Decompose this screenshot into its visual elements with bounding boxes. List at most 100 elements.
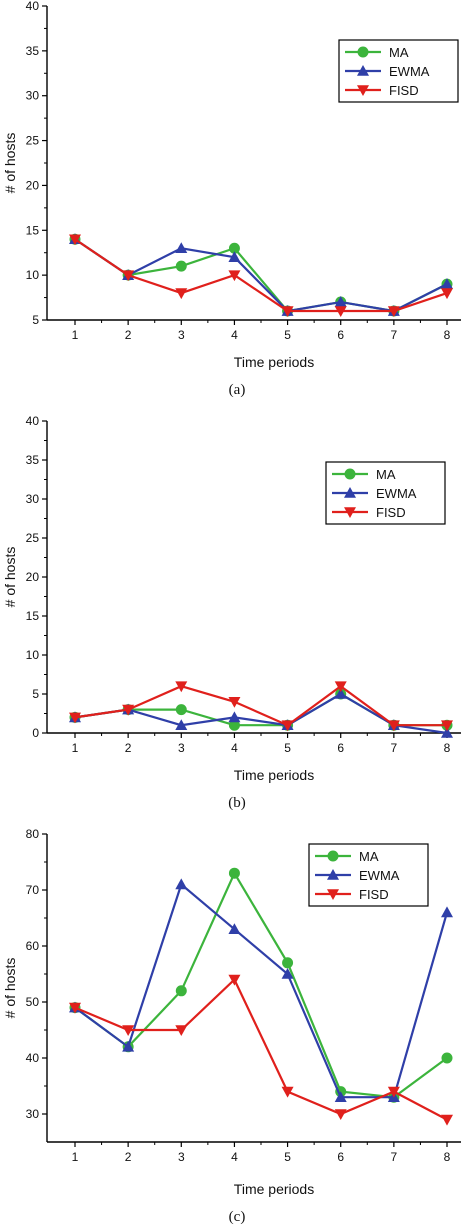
data-point [228,867,240,879]
y-tick-label: 40 [26,1051,40,1065]
series-line [74,238,448,313]
y-tick-label: 15 [26,223,40,237]
y-tick-label: 40 [26,414,40,428]
y-axis-title: # of hosts [2,958,18,1019]
y-tick-label: 30 [26,89,40,103]
y-tick-label: 20 [26,178,40,192]
x-tick-label: 6 [337,741,344,755]
chart-panel-1: 5 10 15 20 25 30 35 40 1 2 3 4 5 6 7 8 Time periods # of … [2,0,461,398]
data-point [175,878,188,890]
data-point [441,1052,453,1064]
y-tick-label: 40 [26,0,40,13]
data-point [175,704,187,716]
data-point [387,1086,400,1098]
x-tick-label: 8 [444,328,451,342]
x-tick-label: 5 [284,328,291,342]
x-tick-label: 3 [178,328,185,342]
data-point [281,1086,294,1098]
x-tick-label: 4 [231,1150,238,1164]
x-tick-label: 3 [178,741,185,755]
data-point [334,1109,347,1120]
legend-marker [344,468,356,480]
y-tick-label: 0 [32,726,39,740]
y-tick-label: 5 [32,687,39,701]
data-point [441,720,453,732]
series-fisd [69,681,453,732]
y-axis-title: # of hosts [2,133,18,194]
y-tick-label: 35 [26,453,40,467]
series-line [74,684,447,727]
legend: MA EWMA FISD [308,843,429,907]
legend-label: EWMA [389,64,430,79]
x-tick-label: 2 [125,328,132,342]
data-point [441,727,453,738]
legend-marker [344,487,356,498]
data-point [281,968,294,979]
data-point [334,296,347,307]
x-tick-label: 1 [72,328,79,342]
x-tick-label: 8 [444,741,451,755]
data-point [228,270,241,282]
chart-panel-3: 30 40 50 60 70 80 1 2 3 4 5 6 7 8 Time periods # of hos… [2,827,461,1225]
y-tick-label: 35 [26,44,40,58]
x-tick-label: 7 [391,1150,398,1164]
y-tick-label: 50 [26,995,40,1009]
x-tick-label: 6 [337,328,344,342]
x-tick-label: 7 [391,741,398,755]
series-ewma [69,878,453,1102]
y-tick-label: 30 [26,492,40,506]
x-tick-label: 2 [125,1150,132,1164]
data-point [175,1025,188,1036]
data-point [334,306,347,318]
data-point [175,260,187,272]
data-point [175,242,188,254]
series-line [74,238,448,313]
legend-marker [357,65,369,76]
y-axis-title: # of hosts [2,547,18,608]
y-tick-label: 70 [26,883,40,897]
y-tick-label: 60 [26,939,40,953]
legend-marker [357,46,369,58]
series-line [74,977,448,1121]
legend-marker [357,85,369,96]
legend-label: FISD [359,887,389,902]
legend-marker [344,507,356,518]
data-point [122,1040,135,1052]
data-point [282,957,294,969]
y-tick-label: 25 [26,134,40,148]
x-axis-title: Time periods [234,354,314,370]
data-point [122,1025,135,1036]
data-point [228,974,241,986]
x-tick-label: 6 [337,1150,344,1164]
x-axis-title: Time periods [234,767,314,783]
data-point [228,711,241,723]
data-point [175,985,187,997]
series-line [74,882,449,1099]
data-point [387,306,400,318]
x-tick-label: 3 [178,1150,185,1164]
data-point [228,697,241,708]
y-tick-label: 15 [26,609,40,623]
y-tick-label: 30 [26,1107,40,1121]
y-tick-label: 80 [26,827,40,841]
legend: MA EWMA FISD [338,39,459,103]
x-tick-label: 1 [72,1150,79,1164]
x-tick-label: 4 [231,741,238,755]
data-point [175,719,188,730]
legend-label: FISD [376,505,406,520]
data-point [281,306,294,318]
panel-caption: (c) [229,1209,246,1225]
data-point [334,681,347,693]
x-tick-label: 5 [284,741,291,755]
x-tick-label: 7 [391,328,398,342]
legend-label: EWMA [376,486,417,501]
series-line [74,870,448,1099]
y-tick-label: 10 [26,648,40,662]
series-fisd [69,234,453,318]
legend-label: EWMA [359,868,400,883]
data-point [334,1091,347,1102]
panel-caption: (b) [228,795,246,811]
legend-label: FISD [389,83,419,98]
panel-caption: (a) [229,382,246,398]
data-point [228,251,241,262]
